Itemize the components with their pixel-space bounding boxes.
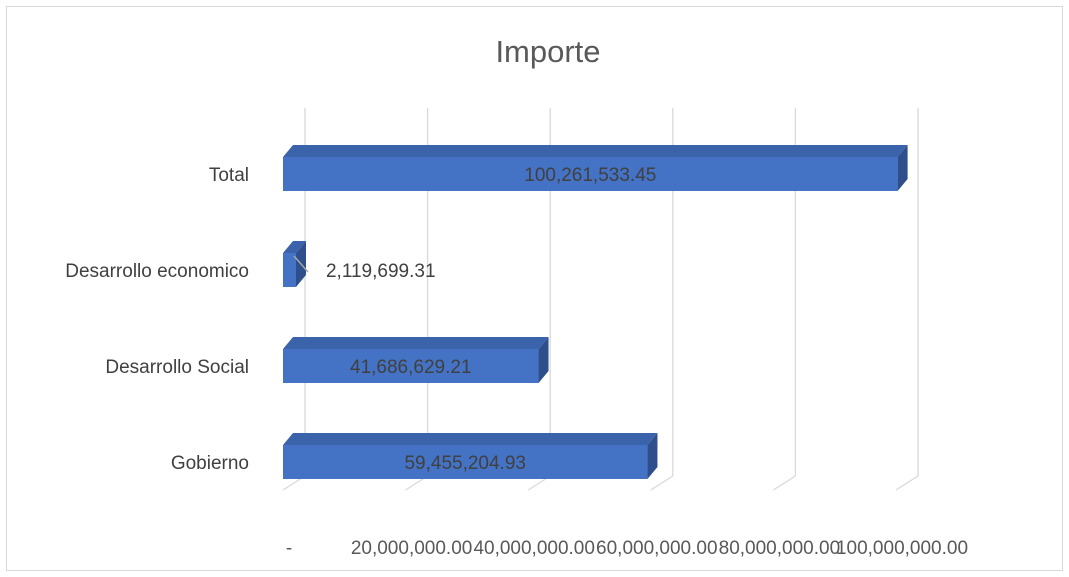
bar-top bbox=[283, 145, 908, 157]
bar bbox=[283, 241, 306, 287]
gridline-floor bbox=[650, 475, 674, 491]
gridline-floor bbox=[895, 475, 919, 491]
bar-front bbox=[283, 445, 648, 479]
bar-side bbox=[897, 145, 908, 191]
bar-front bbox=[283, 253, 296, 287]
x-tick-label: - bbox=[286, 538, 292, 559]
data-label: 41,686,629.21 bbox=[350, 357, 472, 378]
x-tick-label: 40,000,000.00 bbox=[473, 538, 595, 559]
bar-front bbox=[283, 157, 898, 191]
bar bbox=[283, 337, 549, 383]
category-label: Total bbox=[209, 165, 249, 186]
leader-line bbox=[293, 255, 309, 273]
bars bbox=[283, 145, 908, 479]
data-labels: 59,455,204.93 41,686,629.21 2,119,699.31 10… bbox=[293, 165, 656, 474]
bar-top bbox=[283, 337, 549, 349]
data-label: 100,261,533.45 bbox=[524, 165, 656, 186]
x-tick-label: 60,000,000.00 bbox=[596, 538, 718, 559]
category-label: Desarrollo economico bbox=[65, 261, 249, 282]
data-label: 2,119,699.31 bbox=[326, 261, 436, 282]
category-label: Desarrollo Social bbox=[105, 357, 249, 378]
bar-top bbox=[283, 241, 306, 253]
x-tick-label: 100,000,000.00 bbox=[836, 538, 968, 559]
category-labels: Gobierno Desarrollo Social Desarrollo econ… bbox=[65, 165, 249, 474]
x-tick-label: 20,000,000.00 bbox=[351, 538, 473, 559]
bar-front bbox=[283, 349, 539, 383]
bar-side bbox=[647, 433, 658, 479]
category-label: Gobierno bbox=[171, 453, 249, 474]
bar bbox=[283, 433, 658, 479]
bar-side bbox=[538, 337, 549, 383]
x-tick-labels: - 20,000,000.00 40,000,000.00 60,000,000.00… bbox=[286, 538, 968, 559]
chart-title: Importe bbox=[495, 34, 600, 69]
bar-top bbox=[283, 433, 658, 445]
gridline-floor bbox=[773, 475, 796, 491]
bar bbox=[283, 145, 908, 191]
x-tick-label: 80,000,000.00 bbox=[719, 538, 841, 559]
data-label: 59,455,204.93 bbox=[404, 453, 526, 474]
